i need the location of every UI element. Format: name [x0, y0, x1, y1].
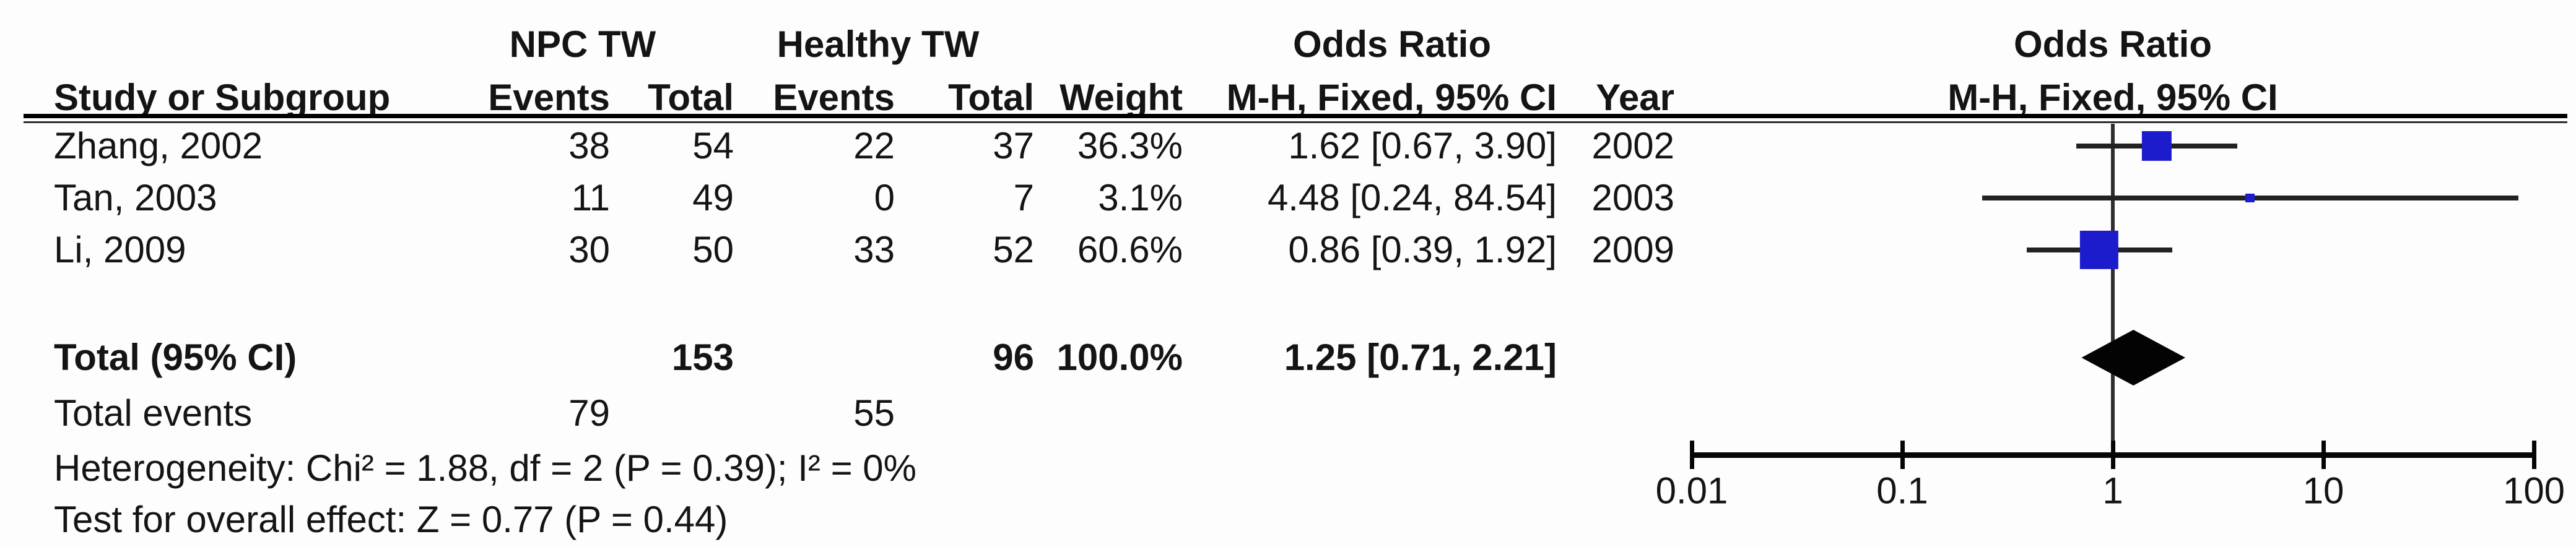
- study-events-healthy: 33: [853, 229, 895, 270]
- study-year: 2002: [1591, 125, 1674, 166]
- group-header-npc-tw: NPC TW: [509, 24, 656, 65]
- study-or-ci: 0.86 [0.39, 1.92]: [1288, 229, 1557, 270]
- study-events-healthy: 0: [874, 177, 895, 218]
- column-header-total-healthy: Total: [948, 77, 1034, 118]
- axis-tick-label: 1: [2102, 470, 2123, 512]
- study-events-npc: 30: [568, 229, 610, 270]
- study-total-healthy: 52: [993, 229, 1034, 270]
- study-total-npc: 54: [692, 125, 734, 166]
- group-header-healthy-tw: Healthy TW: [777, 24, 980, 65]
- weight-square: [2245, 193, 2255, 203]
- column-header-study: Study or Subgroup: [54, 77, 391, 118]
- axis-tick: [1900, 441, 1905, 469]
- study-or-ci: 4.48 [0.24, 84.54]: [1267, 177, 1557, 218]
- study-name: Zhang, 2002: [54, 125, 263, 166]
- column-header-total-npc: Total: [648, 77, 734, 118]
- study-weight: 60.6%: [1077, 229, 1183, 270]
- total-events-npc: 79: [568, 392, 610, 434]
- study-name: Li, 2009: [54, 229, 186, 270]
- column-header-events-npc: Events: [488, 77, 610, 118]
- column-header-weight: Weight: [1060, 77, 1183, 118]
- plot-header-odds-ratio: Odds Ratio: [2013, 24, 2213, 65]
- total-healthy: 96: [993, 337, 1034, 378]
- study-events-npc: 38: [568, 125, 610, 166]
- axis-tick-label: 0.1: [1876, 470, 1928, 512]
- column-header-odds-ratio: Odds Ratio: [1292, 24, 1492, 65]
- header-rule: [24, 114, 2567, 118]
- study-events-healthy: 22: [853, 125, 895, 166]
- weight-square: [2079, 230, 2118, 270]
- total-npc: 153: [671, 337, 734, 378]
- total-row-label: Total (95% CI): [54, 337, 297, 378]
- plot-header-method: M-H, Fixed, 95% CI: [1947, 77, 2278, 118]
- axis-tick: [2111, 441, 2115, 469]
- study-year: 2009: [1591, 229, 1674, 270]
- study-total-healthy: 7: [1013, 177, 1034, 218]
- header-rule-secondary: [24, 121, 2567, 123]
- axis-tick-label: 10: [2302, 470, 2344, 512]
- study-weight: 36.3%: [1077, 125, 1183, 166]
- axis-tick-label: 0.01: [1655, 470, 1728, 512]
- axis-tick-label: 100: [2502, 470, 2565, 512]
- axis-tick: [1690, 441, 1694, 469]
- total-weight: 100.0%: [1056, 337, 1183, 378]
- plot-null-line: [2111, 124, 2115, 455]
- total-events-healthy: 55: [853, 392, 895, 434]
- study-year: 2003: [1591, 177, 1674, 218]
- study-total-npc: 49: [692, 177, 734, 218]
- study-total-healthy: 37: [993, 125, 1034, 166]
- total-or-ci: 1.25 [0.71, 2.21]: [1284, 337, 1557, 378]
- column-header-year: Year: [1596, 77, 1674, 118]
- total-events-label: Total events: [54, 392, 253, 434]
- study-weight: 3.1%: [1098, 177, 1183, 218]
- axis-tick: [2321, 441, 2326, 469]
- overall-diamond: [2081, 330, 2186, 385]
- weight-square: [2142, 131, 2172, 162]
- column-header-method: M-H, Fixed, 95% CI: [1226, 77, 1557, 118]
- heterogeneity-text: Heterogeneity: Chi² = 1.88, df = 2 (P = …: [54, 447, 917, 489]
- axis-tick: [2532, 441, 2536, 469]
- study-or-ci: 1.62 [0.67, 3.90]: [1288, 125, 1557, 166]
- study-events-npc: 11: [571, 177, 610, 218]
- column-header-events-healthy: Events: [773, 77, 895, 118]
- study-total-npc: 50: [692, 229, 734, 270]
- study-name: Tan, 2003: [54, 177, 217, 218]
- overall-effect-text: Test for overall effect: Z = 0.77 (P = 0…: [54, 499, 728, 540]
